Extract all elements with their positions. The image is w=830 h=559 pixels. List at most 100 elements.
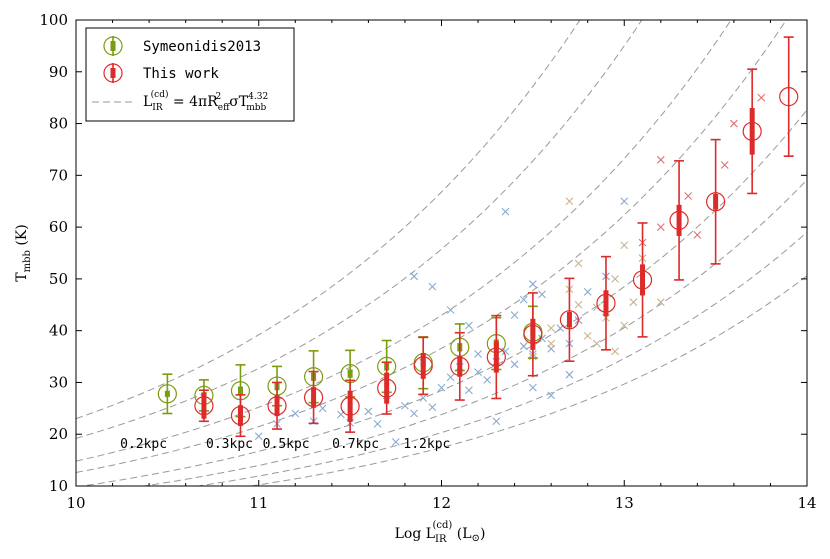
model-curve	[76, 20, 732, 462]
this-work-marker	[230, 405, 251, 426]
x-tick-label: 11	[249, 494, 268, 512]
y-tick-label: 30	[49, 373, 68, 391]
legend-this-work-label: This work	[143, 66, 219, 82]
this-work-box	[566, 312, 572, 328]
blue-cross-marker	[528, 280, 537, 288]
red-sample-markers	[638, 93, 766, 247]
blue-cross-marker	[519, 295, 528, 304]
red-cross-marker	[693, 230, 702, 239]
axis-ticks: 10 11 12 13 14 10 20 30 40 50 60 70 80 90 100	[39, 11, 816, 512]
model-curve	[76, 20, 581, 420]
blue-cross-marker	[528, 383, 537, 392]
this-work-box	[530, 318, 536, 350]
blue-cross-marker	[364, 407, 373, 416]
symeonidis-box	[164, 390, 170, 397]
symeonidis-marker	[157, 384, 177, 404]
blue-cross-marker	[620, 197, 629, 206]
tan-cross-marker	[574, 300, 583, 309]
blue-cross-marker	[519, 342, 528, 351]
blue-cross-marker	[391, 438, 400, 446]
tan-cross-marker	[565, 197, 574, 206]
this-work-box	[420, 352, 426, 379]
this-work-box	[603, 290, 609, 317]
y-tick-label: 90	[49, 63, 68, 81]
legend-symeonidis-marker	[103, 36, 123, 56]
blue-cross-marker	[401, 401, 409, 410]
legend-box	[85, 27, 295, 122]
x-tick-label: 13	[615, 494, 634, 512]
blue-cross-marker	[465, 386, 473, 395]
y-axis-label: Tmbb (K)	[14, 224, 33, 281]
this-work-marker	[377, 378, 397, 398]
size-label: 0.7kpc	[332, 437, 379, 452]
this-work-box	[493, 341, 499, 373]
legend: Symeonidis2013 This work LIR(cd) = 4πRef…	[85, 27, 295, 122]
this-work-marker	[742, 121, 762, 141]
this-work-box	[201, 392, 207, 419]
blue-cross-marker	[419, 394, 428, 402]
tan-cross-marker	[620, 321, 629, 330]
y-tick-label: 100	[39, 11, 68, 29]
blue-cross-marker	[254, 432, 263, 441]
blue-cross-marker	[410, 409, 418, 418]
this-work-box	[311, 387, 317, 408]
legend-symeonidis-label: Symeonidis2013	[143, 39, 261, 55]
tan-cross-marker	[611, 275, 620, 283]
blue-cross-marker	[428, 403, 437, 412]
x-tick-label: 10	[66, 494, 85, 512]
this-work-marker	[194, 396, 214, 416]
this-work-box	[237, 405, 243, 426]
size-label: 0.3kpc	[206, 437, 253, 452]
this-work-marker	[303, 387, 324, 408]
blue-cross-marker	[474, 350, 482, 358]
x-axis-label: Log LIR(cd) (L⊙)	[395, 520, 486, 545]
tan-cross-marker	[547, 324, 556, 332]
this-work-box	[713, 193, 719, 210]
tan-cross-marker	[611, 347, 620, 356]
tan-cross-marker	[547, 339, 556, 348]
blue-cross-marker	[410, 272, 418, 281]
this-work-box	[457, 356, 463, 377]
tan-cross-marker	[592, 339, 601, 348]
blue-sample-markers	[254, 197, 629, 446]
blue-cross-marker	[483, 375, 492, 384]
y-tick-label: 40	[49, 322, 68, 340]
x-tick-label: 12	[432, 494, 451, 512]
symeonidis-box	[237, 386, 243, 395]
blue-cross-marker	[428, 282, 437, 291]
this-work-box	[676, 204, 682, 236]
this-work-series	[194, 36, 799, 438]
model-curve	[140, 179, 807, 486]
red-cross-marker	[730, 119, 738, 128]
y-tick-label: 50	[49, 270, 68, 288]
tan-cross-marker	[629, 298, 638, 307]
blue-cross-marker	[565, 370, 574, 379]
red-cross-marker	[656, 223, 665, 231]
tan-cross-marker	[620, 241, 629, 250]
y-tick-label: 70	[49, 166, 68, 184]
blue-cross-marker	[501, 207, 510, 216]
blue-cross-marker	[547, 391, 556, 400]
blue-cross-marker	[318, 404, 327, 413]
legend-model-formula: LIR(cd) = 4πReff2 σT4.32 mbb	[143, 89, 268, 113]
red-cross-marker	[757, 93, 766, 102]
tan-cross-marker	[574, 259, 583, 268]
this-work-box	[640, 264, 646, 296]
symeonidis-box	[347, 369, 353, 378]
this-work-box	[274, 395, 280, 417]
this-work-marker	[779, 87, 799, 107]
this-work-marker	[486, 347, 506, 367]
this-work-box	[749, 108, 755, 155]
blue-cross-marker	[446, 373, 455, 382]
y-tick-label: 80	[49, 115, 68, 133]
this-work-marker	[413, 356, 433, 376]
legend-sym-box	[110, 41, 116, 51]
model-curve	[76, 20, 787, 473]
this-work-marker	[706, 192, 726, 212]
legend-work-circle	[103, 63, 123, 83]
legend-this-work-marker	[103, 63, 123, 83]
model-curve	[79, 109, 807, 486]
red-cross-marker	[720, 161, 729, 169]
red-cross-marker	[656, 155, 665, 164]
